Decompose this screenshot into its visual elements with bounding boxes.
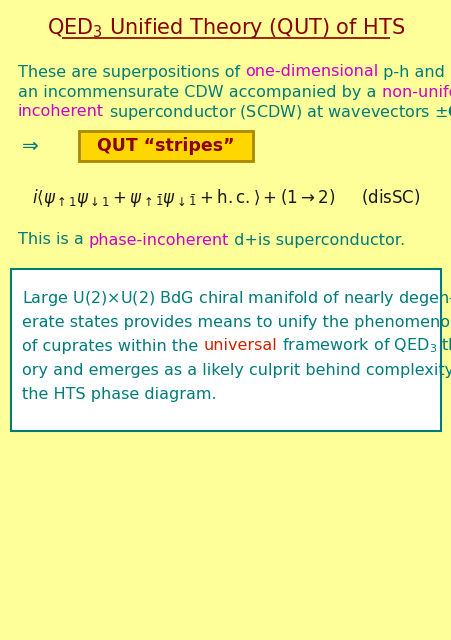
Text: framework of QED$_3$ the-: framework of QED$_3$ the-: [276, 337, 451, 355]
Text: incoherent: incoherent: [18, 104, 104, 120]
FancyBboxPatch shape: [79, 131, 253, 161]
Text: of cuprates within the: of cuprates within the: [22, 339, 203, 353]
Text: one-dimensional: one-dimensional: [245, 65, 377, 79]
Text: universal: universal: [203, 339, 276, 353]
Text: p-h and p-p states,: p-h and p-p states,: [377, 65, 451, 79]
Text: This is a: This is a: [18, 232, 89, 248]
Text: erate states provides means to unify the phenomenology: erate states provides means to unify the…: [22, 314, 451, 330]
Text: QUT “stripes”: QUT “stripes”: [97, 137, 234, 155]
Text: the HTS phase diagram.: the HTS phase diagram.: [22, 387, 216, 401]
Text: QED$_3$ Unified Theory (QUT) of HTS: QED$_3$ Unified Theory (QUT) of HTS: [47, 16, 404, 40]
Text: ory and emerges as a likely culprit behind complexity of: ory and emerges as a likely culprit behi…: [22, 362, 451, 378]
Text: Large U(2)$\times$U(2) BdG chiral manifold of nearly degen-: Large U(2)$\times$U(2) BdG chiral manifo…: [22, 289, 451, 307]
Text: an incommensurate CDW accompanied by a: an incommensurate CDW accompanied by a: [18, 84, 381, 99]
Text: d+is superconductor.: d+is superconductor.: [229, 232, 405, 248]
Text: These are superpositions of: These are superpositions of: [18, 65, 245, 79]
FancyBboxPatch shape: [11, 269, 440, 431]
Text: $i\langle\psi_{\uparrow 1}\psi_{\downarrow 1} + \psi_{\uparrow\bar{1}}\psi_{\dow: $i\langle\psi_{\uparrow 1}\psi_{\downarr…: [32, 187, 419, 209]
Text: non-uniform phase-: non-uniform phase-: [381, 84, 451, 99]
Text: superconductor (SCDW) at wavevectors $\pm\mathbf{Q}_{12}$ and $\pm\mathbf{Q}_{2\: superconductor (SCDW) at wavevectors $\p…: [104, 102, 451, 122]
Text: phase-incoherent: phase-incoherent: [89, 232, 229, 248]
Text: $\Rightarrow$: $\Rightarrow$: [18, 136, 40, 154]
